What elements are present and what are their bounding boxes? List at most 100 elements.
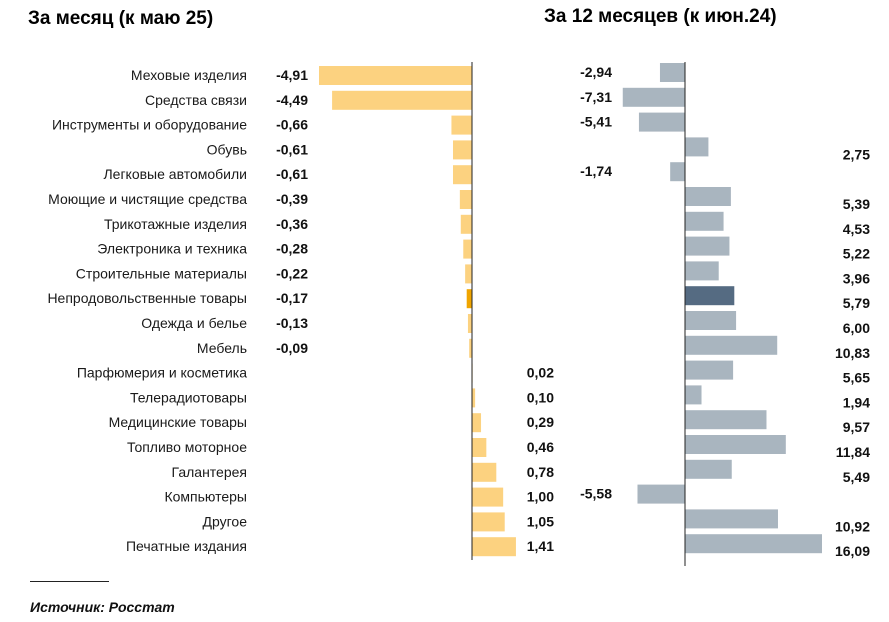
month-bar (472, 487, 504, 507)
year-bar (638, 112, 685, 132)
source-divider (30, 581, 109, 582)
category-label: Моющие и чистящие средства (48, 191, 247, 207)
year-bar (685, 311, 737, 330)
year-value-label: 1,94 (843, 394, 870, 410)
year-bar (685, 509, 778, 529)
month-value-label: -0,36 (276, 216, 308, 232)
year-bar (637, 484, 685, 504)
category-label: Электроника и техника (97, 241, 247, 257)
year-bar (685, 211, 724, 231)
year-value-label: 5,22 (843, 246, 870, 262)
category-label: Другое (203, 513, 248, 529)
year-value-label: -2,94 (580, 64, 612, 80)
month-bar (467, 314, 472, 333)
month-value-label: 0,29 (527, 414, 554, 430)
year-bar (685, 410, 767, 430)
category-label: Меховые изделия (131, 67, 247, 83)
month-bar (472, 512, 505, 532)
month-value-label: -0,22 (276, 265, 308, 281)
year-value-label: 5,79 (843, 295, 870, 311)
category-label: Мебель (197, 340, 247, 356)
year-bar (685, 534, 822, 554)
month-value-label: -0,09 (276, 340, 308, 356)
year-bar (659, 63, 685, 82)
category-label: Медицинские товары (109, 414, 247, 430)
month-bar (469, 338, 472, 358)
year-value-label: 10,83 (835, 345, 870, 361)
month-value-label: -0,66 (276, 117, 308, 133)
year-bar (685, 236, 730, 256)
month-value-label: -0,61 (276, 166, 308, 182)
month-value-label: 0,78 (527, 464, 554, 480)
year-bar (685, 286, 735, 306)
year-bar (685, 459, 732, 479)
category-label: Одежда и белье (141, 315, 247, 331)
year-value-label: -5,58 (580, 486, 612, 502)
category-label: Непродовольственные товары (47, 290, 247, 306)
category-label: Галантерея (172, 464, 247, 480)
month-bar (466, 289, 472, 309)
month-bar (459, 190, 472, 209)
year-value-label: 5,65 (843, 370, 870, 386)
month-value-label: -0,13 (276, 315, 308, 331)
month-bar (451, 115, 472, 135)
category-label: Парфюмерия и косметика (77, 365, 247, 381)
year-value-label: 3,96 (843, 270, 870, 286)
year-value-label: 2,75 (843, 146, 870, 162)
year-value-label: 6,00 (843, 320, 870, 336)
month-bar (460, 214, 472, 234)
category-label: Легковые автомобили (103, 166, 247, 182)
year-bar (685, 187, 731, 206)
year-value-label: 9,57 (843, 419, 870, 435)
year-value-label: 5,49 (843, 469, 870, 485)
month-value-label: 0,10 (527, 389, 554, 405)
category-label: Инструменты и оборудование (52, 117, 247, 133)
month-value-label: -4,49 (276, 92, 308, 108)
year-value-label: -5,41 (580, 114, 612, 130)
source-note: Источник: Росстат (30, 599, 175, 615)
right-panel-title: За 12 месяцев (к июн.24) (544, 6, 777, 27)
month-bar (472, 388, 476, 408)
category-label: Средства связи (145, 92, 247, 108)
month-value-label: -0,61 (276, 141, 308, 157)
month-bar (319, 66, 472, 85)
year-value-label: 10,92 (835, 518, 870, 534)
month-bar (463, 239, 472, 259)
category-label: Компьютеры (164, 489, 247, 505)
month-value-label: 0,02 (527, 365, 554, 381)
month-value-label: -0,39 (276, 191, 308, 207)
month-value-label: 1,05 (527, 513, 554, 529)
month-value-label: -4,91 (276, 67, 308, 83)
category-label: Печатные издания (126, 538, 247, 554)
month-bar (452, 165, 472, 185)
month-bar (472, 537, 516, 557)
category-label: Обувь (207, 141, 247, 157)
year-bar (622, 87, 685, 107)
month-value-label: 1,41 (527, 538, 554, 554)
category-label: Топливо моторное (127, 439, 247, 455)
month-bar (472, 438, 487, 457)
year-value-label: 5,39 (843, 196, 870, 212)
left-panel-title: За месяц (к маю 25) (28, 8, 213, 29)
month-bar (472, 462, 497, 482)
year-bar (670, 162, 685, 182)
year-bar (685, 335, 778, 355)
month-bar (465, 264, 472, 284)
year-bar (685, 261, 719, 281)
year-bar (685, 137, 709, 157)
year-bar (685, 435, 786, 454)
year-bar (685, 360, 734, 380)
month-value-label: -0,17 (276, 290, 308, 306)
category-label: Трикотажные изделия (104, 216, 247, 232)
category-label: Телерадиотовары (130, 389, 247, 405)
month-bar (332, 90, 472, 110)
year-bar (685, 385, 702, 405)
year-value-label: -1,74 (580, 163, 612, 179)
category-label: Строительные материалы (76, 265, 247, 281)
year-value-label: 4,53 (843, 221, 870, 237)
month-value-label: 1,00 (527, 489, 554, 505)
month-value-label: 0,46 (527, 439, 554, 455)
year-value-label: 16,09 (835, 543, 870, 559)
month-value-label: -0,28 (276, 241, 308, 257)
